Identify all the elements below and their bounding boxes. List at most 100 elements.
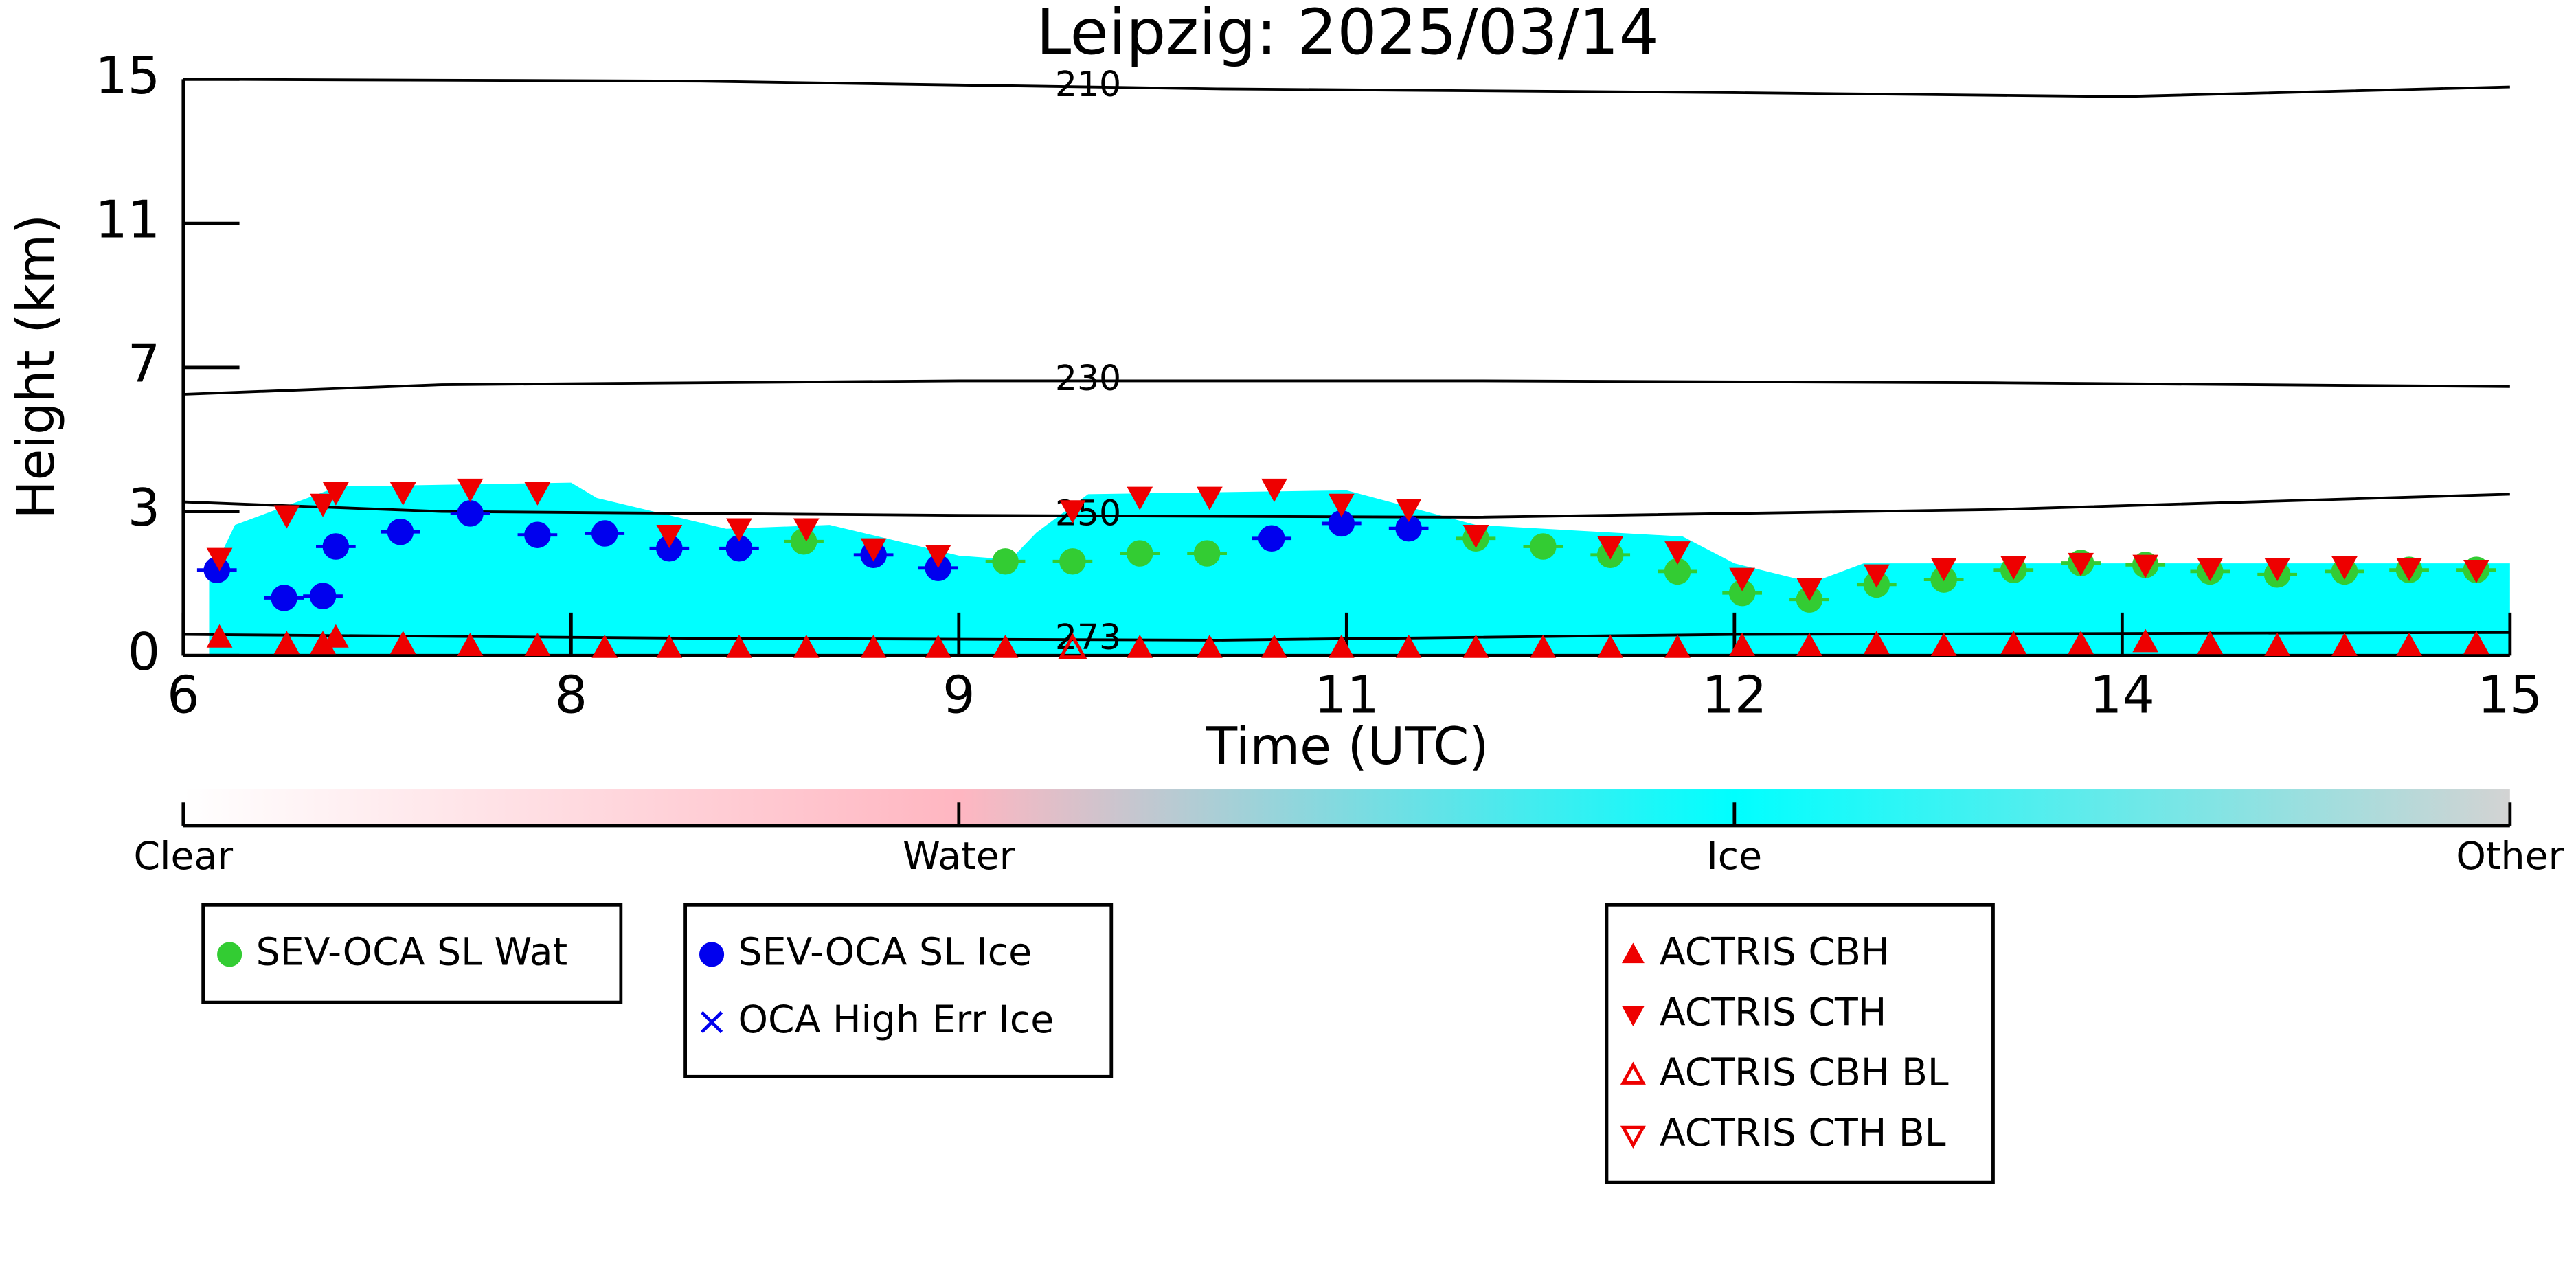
point — [1620, 1125, 1646, 1149]
isotherm-label: 230 — [1055, 358, 1121, 398]
point — [1930, 558, 1957, 582]
point — [271, 585, 297, 611]
point — [457, 478, 484, 502]
y-tick-label: 15 — [95, 46, 160, 106]
point — [1127, 486, 1153, 510]
legend-label: ACTRIS CBH — [1660, 931, 1890, 975]
point — [1597, 536, 1624, 560]
legend-label: OCA High Err Ice — [738, 998, 1054, 1042]
legend-label: SEV-OCA SL Ice — [738, 931, 1032, 975]
point — [992, 634, 1019, 658]
point — [1258, 525, 1285, 552]
point — [2463, 559, 2489, 583]
point — [656, 525, 683, 549]
point — [1530, 533, 1557, 560]
point — [1462, 525, 1489, 549]
point — [1530, 634, 1557, 658]
point — [1193, 540, 1221, 567]
legend-box — [201, 903, 623, 1004]
point — [591, 634, 618, 658]
colorbar-label: Other — [2456, 835, 2564, 879]
point — [793, 634, 820, 658]
point — [2264, 558, 2291, 582]
legend-label: ACTRIS CBH BL — [1660, 1051, 1949, 1095]
point — [273, 631, 300, 655]
isotherm-label: 250 — [1055, 493, 1121, 533]
point — [925, 634, 951, 658]
point — [273, 505, 300, 529]
point — [1664, 634, 1691, 658]
x-tick-label: 15 — [2477, 665, 2542, 725]
point — [1863, 631, 1890, 655]
point — [699, 942, 725, 967]
point — [1930, 633, 1957, 657]
point — [726, 634, 752, 658]
cloud-area — [209, 482, 2510, 656]
legend-box — [683, 903, 1114, 1078]
point — [700, 1010, 723, 1034]
x-tick-label: 8 — [555, 665, 587, 725]
colorbar-label: Ice — [1706, 835, 1762, 879]
point — [1328, 493, 1355, 517]
legend-box — [1605, 903, 1995, 1184]
point — [1796, 633, 1822, 657]
point — [309, 583, 337, 609]
point — [1796, 578, 1822, 602]
colorbar-label: Water — [903, 835, 1015, 879]
point — [524, 482, 551, 506]
point — [2331, 633, 2358, 657]
point — [793, 518, 820, 542]
y-tick-label: 0 — [128, 622, 160, 682]
point — [1395, 634, 1422, 658]
point — [389, 631, 416, 655]
point — [860, 538, 887, 562]
point — [2396, 633, 2422, 657]
point — [2331, 556, 2358, 580]
isotherm-line — [183, 631, 2510, 642]
legend-label: ACTRIS CTH — [1660, 991, 1886, 1035]
y-tick-label: 11 — [95, 190, 160, 250]
point — [1863, 564, 1890, 588]
point — [457, 500, 484, 527]
point — [992, 548, 1019, 575]
point — [1197, 634, 1223, 658]
point — [387, 519, 414, 545]
point — [524, 521, 551, 548]
point — [1127, 634, 1153, 658]
point — [860, 634, 887, 658]
point — [925, 545, 951, 569]
point — [1620, 1061, 1646, 1085]
point — [322, 624, 349, 648]
point — [322, 533, 350, 560]
point — [2463, 631, 2489, 655]
point — [524, 633, 551, 657]
point — [2132, 629, 2159, 653]
point — [2132, 554, 2159, 578]
isotherm-label: 210 — [1055, 64, 1121, 104]
point — [1597, 634, 1624, 658]
point — [1261, 634, 1287, 658]
point — [1261, 478, 1287, 502]
point — [2000, 556, 2027, 580]
colorbar — [183, 789, 2510, 826]
x-axis-label: Time (UTC) — [1206, 716, 1489, 776]
legend-label: ACTRIS CTH BL — [1660, 1111, 1946, 1155]
chart-title: Leipzig: 2025/03/14 — [1036, 0, 1658, 69]
x-tick-label: 9 — [942, 665, 975, 725]
point — [1462, 634, 1489, 658]
point — [2264, 633, 2291, 657]
point — [310, 493, 336, 517]
point — [1059, 500, 1086, 524]
y-tick-label: 7 — [128, 334, 160, 394]
x-tick-label: 11 — [1314, 665, 1379, 725]
colorbar-label: Clear — [134, 835, 234, 879]
point — [2197, 631, 2224, 655]
isotherm-line — [183, 493, 2510, 519]
point — [206, 624, 233, 648]
point — [1058, 633, 1087, 659]
point — [1395, 499, 1422, 522]
point — [1621, 1006, 1645, 1027]
point — [1127, 540, 1153, 567]
